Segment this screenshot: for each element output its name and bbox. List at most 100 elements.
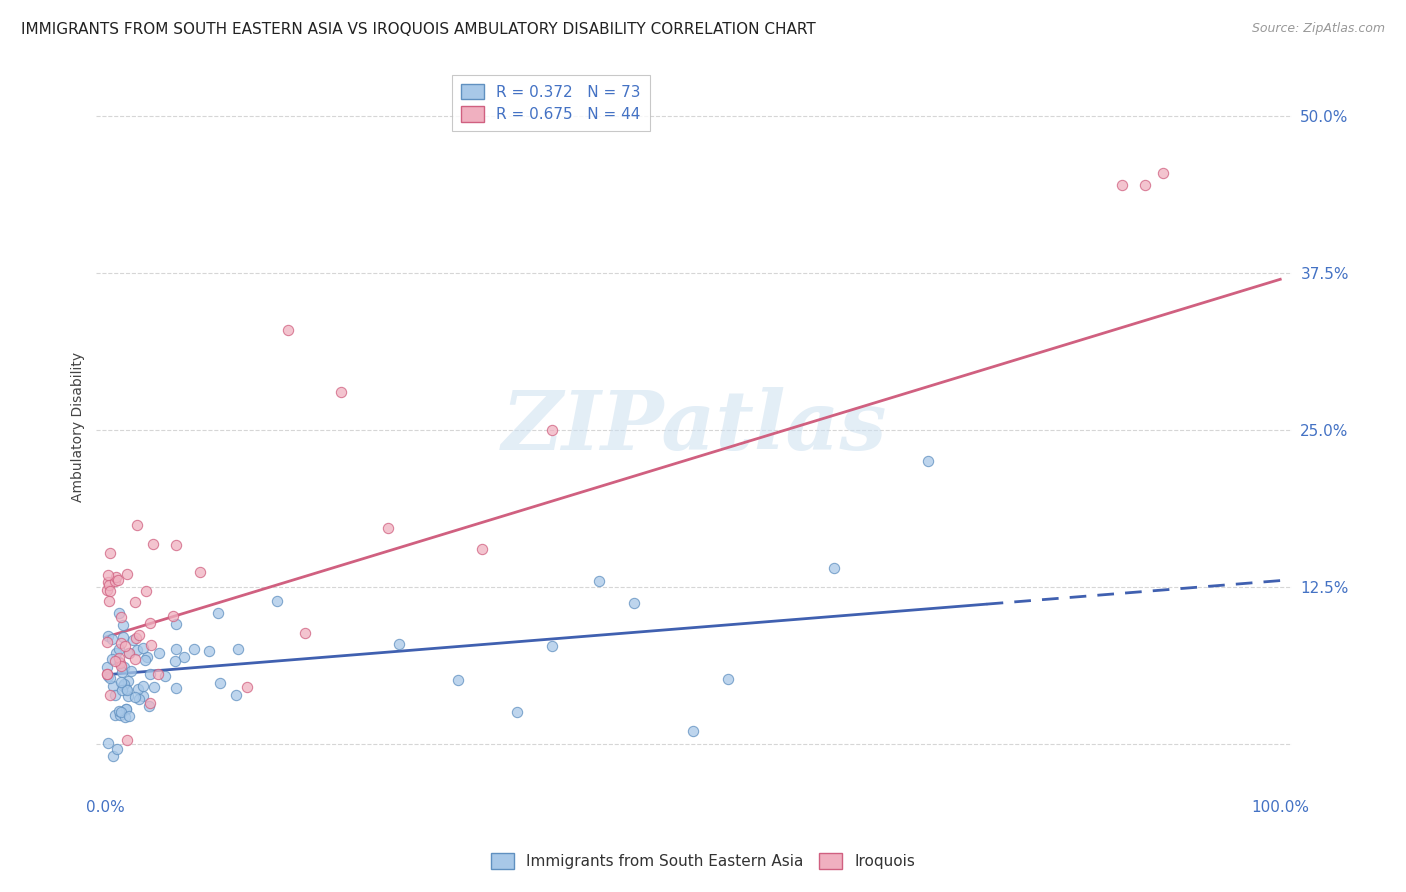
Point <box>153 668 176 682</box>
Point <box>108 704 131 718</box>
Point <box>823 561 845 575</box>
Point <box>173 650 195 665</box>
Point <box>165 617 187 632</box>
Y-axis label: Ambulatory Disability: Ambulatory Disability <box>72 351 86 502</box>
Point <box>98 671 121 685</box>
Point <box>162 609 184 624</box>
Point <box>107 650 129 665</box>
Point <box>107 655 129 669</box>
Point <box>134 652 156 666</box>
Point <box>1152 165 1174 179</box>
Point <box>101 749 124 764</box>
Point <box>1133 178 1156 193</box>
Text: ZIPatlas: ZIPatlas <box>502 387 887 467</box>
Point <box>132 689 155 703</box>
Point <box>98 546 121 560</box>
Point <box>107 573 129 587</box>
Point <box>377 521 399 535</box>
Point <box>142 680 165 694</box>
Point <box>125 631 148 645</box>
Point <box>100 652 122 666</box>
Point <box>132 640 155 655</box>
Point <box>112 630 135 644</box>
Point <box>118 708 141 723</box>
Point <box>114 682 136 697</box>
Point <box>115 701 138 715</box>
Point <box>104 570 127 584</box>
Point <box>135 650 157 665</box>
Text: IMMIGRANTS FROM SOUTH EASTERN ASIA VS IROQUOIS AMBULATORY DISABILITY CORRELATION: IMMIGRANTS FROM SOUTH EASTERN ASIA VS IR… <box>21 22 815 37</box>
Point <box>623 596 645 610</box>
Point <box>188 566 211 580</box>
Point <box>110 635 132 649</box>
Point <box>717 672 740 686</box>
Point <box>127 682 149 697</box>
Point <box>117 689 139 703</box>
Point <box>110 659 132 673</box>
Point <box>148 646 170 660</box>
Point <box>132 679 155 693</box>
Point <box>682 724 704 739</box>
Point <box>277 322 299 336</box>
Point <box>208 676 231 690</box>
Point <box>97 568 120 582</box>
Point <box>588 574 610 588</box>
Point <box>104 688 127 702</box>
Point <box>97 736 120 750</box>
Point <box>124 652 146 666</box>
Point <box>165 681 187 696</box>
Legend: R = 0.372   N = 73, R = 0.675   N = 44: R = 0.372 N = 73, R = 0.675 N = 44 <box>451 75 650 131</box>
Point <box>112 660 135 674</box>
Point <box>117 567 139 582</box>
Point <box>110 705 132 719</box>
Point <box>104 646 127 660</box>
Point <box>128 627 150 641</box>
Point <box>117 682 139 697</box>
Point <box>97 594 120 608</box>
Point <box>103 679 125 693</box>
Point <box>128 692 150 706</box>
Point <box>112 618 135 632</box>
Point <box>96 659 118 673</box>
Point <box>148 667 170 681</box>
Point <box>142 537 165 551</box>
Point <box>97 629 120 643</box>
Point <box>135 584 157 599</box>
Point <box>541 423 564 437</box>
Point <box>120 664 142 678</box>
Point <box>118 646 141 660</box>
Point <box>125 518 148 533</box>
Point <box>117 673 139 688</box>
Point <box>98 583 121 598</box>
Point <box>506 706 529 720</box>
Point <box>1111 178 1133 193</box>
Point <box>447 673 470 687</box>
Point <box>111 665 134 680</box>
Point <box>917 454 939 468</box>
Point <box>141 639 163 653</box>
Point <box>96 667 118 681</box>
Point <box>118 646 141 660</box>
Point <box>471 541 494 556</box>
Point <box>235 680 257 694</box>
Point <box>124 690 146 704</box>
Point <box>294 626 316 640</box>
Point <box>139 615 162 630</box>
Point <box>124 595 146 609</box>
Point <box>96 666 118 681</box>
Point <box>110 657 132 671</box>
Point <box>165 538 187 552</box>
Point <box>226 642 249 657</box>
Point <box>115 702 138 716</box>
Point <box>97 574 120 589</box>
Point <box>139 697 162 711</box>
Point <box>108 641 131 656</box>
Point <box>266 594 288 608</box>
Point <box>97 578 120 592</box>
Point <box>104 707 127 722</box>
Point <box>110 674 132 689</box>
Point <box>541 639 564 653</box>
Point <box>165 653 187 667</box>
Point <box>139 667 162 681</box>
Point <box>207 607 229 621</box>
